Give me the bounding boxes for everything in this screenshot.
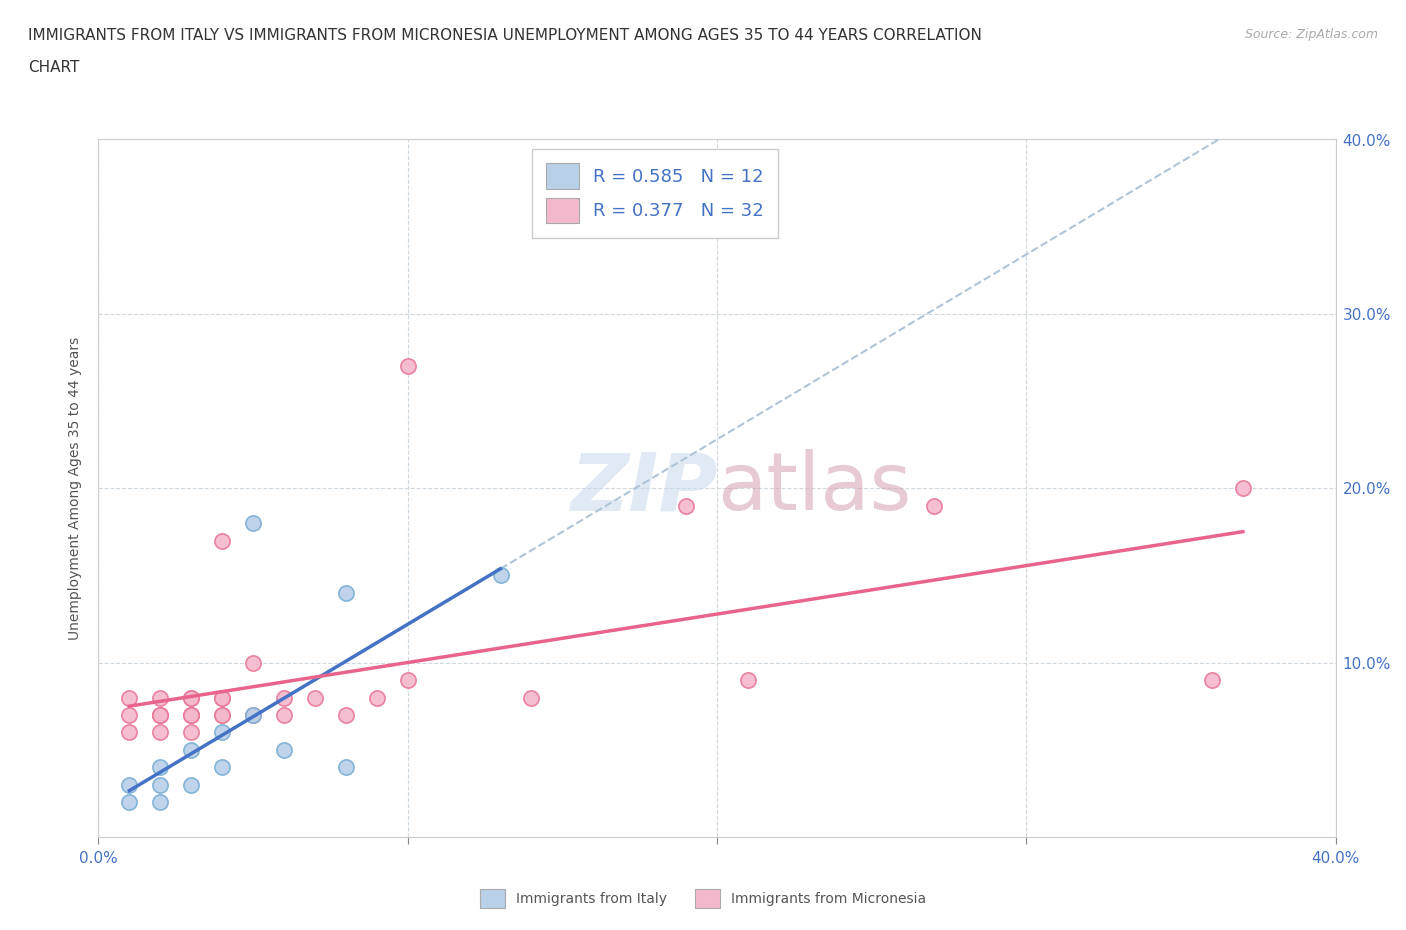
Point [242, 708, 264, 723]
Point [242, 656, 264, 671]
Point [211, 690, 233, 705]
Point [396, 359, 419, 374]
Text: ZIP: ZIP [569, 449, 717, 527]
Point [366, 690, 388, 705]
Point [180, 708, 202, 723]
Y-axis label: Unemployment Among Ages 35 to 44 years: Unemployment Among Ages 35 to 44 years [69, 337, 83, 640]
Point [211, 690, 233, 705]
Point [149, 794, 172, 809]
Text: Source: ZipAtlas.com: Source: ZipAtlas.com [1244, 28, 1378, 41]
Point [304, 690, 326, 705]
Point [1201, 672, 1223, 687]
Text: IMMIGRANTS FROM ITALY VS IMMIGRANTS FROM MICRONESIA UNEMPLOYMENT AMONG AGES 35 T: IMMIGRANTS FROM ITALY VS IMMIGRANTS FROM… [28, 28, 981, 43]
Point [180, 708, 202, 723]
Point [211, 533, 233, 548]
Point [335, 586, 357, 601]
Point [675, 498, 697, 513]
Text: CHART: CHART [28, 60, 80, 75]
Point [922, 498, 945, 513]
Point [211, 760, 233, 775]
Point [211, 708, 233, 723]
Point [118, 794, 141, 809]
Point [118, 708, 141, 723]
Point [737, 672, 759, 687]
Point [180, 708, 202, 723]
Point [149, 777, 172, 792]
Point [149, 760, 172, 775]
Point [180, 725, 202, 740]
Point [149, 708, 172, 723]
Point [118, 690, 141, 705]
Point [149, 725, 172, 740]
Point [180, 777, 202, 792]
Point [180, 690, 202, 705]
Point [242, 708, 264, 723]
Text: atlas: atlas [717, 449, 911, 527]
Point [396, 672, 419, 687]
Point [149, 708, 172, 723]
Point [273, 742, 295, 757]
Legend: R = 0.585   N = 12, R = 0.377   N = 32: R = 0.585 N = 12, R = 0.377 N = 32 [531, 149, 779, 237]
Point [273, 708, 295, 723]
Point [1232, 481, 1254, 496]
Point [489, 568, 512, 583]
Point [273, 690, 295, 705]
Point [149, 690, 172, 705]
Point [180, 742, 202, 757]
Point [335, 708, 357, 723]
Point [211, 725, 233, 740]
Legend: Immigrants from Italy, Immigrants from Micronesia: Immigrants from Italy, Immigrants from M… [474, 883, 932, 914]
Point [242, 515, 264, 530]
Point [118, 725, 141, 740]
Point [211, 708, 233, 723]
Point [520, 690, 543, 705]
Point [118, 777, 141, 792]
Point [180, 690, 202, 705]
Point [335, 760, 357, 775]
Point [149, 708, 172, 723]
